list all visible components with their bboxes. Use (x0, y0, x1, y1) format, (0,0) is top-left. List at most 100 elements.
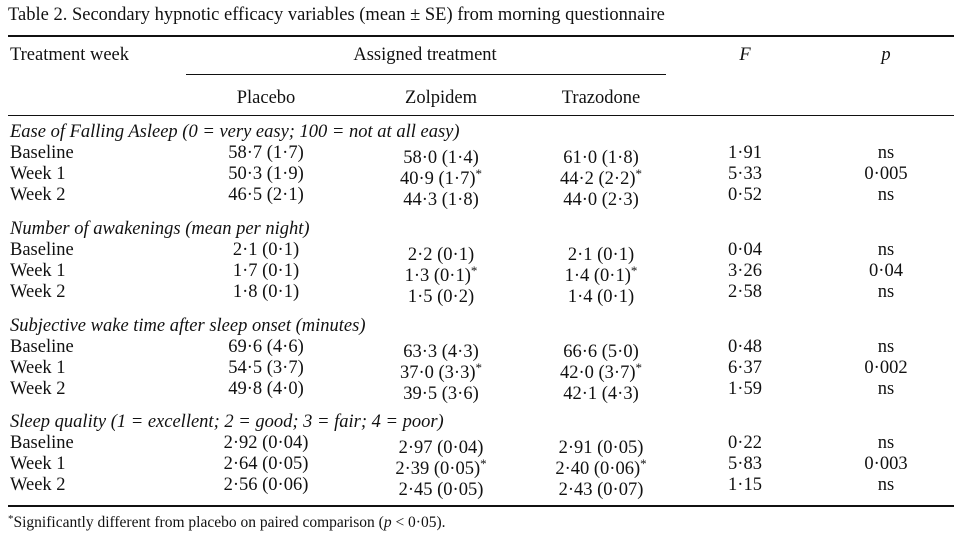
row-week-label: Baseline (10, 337, 74, 357)
cell-zolpidem-value: 1·5 (0·2) (407, 287, 475, 307)
cell-zolpidem-value: 44·3 (1·8) (403, 190, 479, 210)
header-placebo: Placebo (236, 88, 296, 108)
cell-f: 6·37 (728, 358, 762, 378)
row-week-label: Week 1 (10, 261, 66, 281)
row-week-label: Week 2 (10, 282, 66, 302)
cell-zolpidem-value: 40·9 (1·7) (399, 169, 476, 189)
cell-p: ns (877, 337, 895, 357)
cell-trazodone-value: 1·4 (0·1) (567, 287, 635, 307)
cell-zolpidem: 39·5 (3·6) (403, 378, 479, 405)
cell-trazodone-value: 61·0 (1·8) (563, 148, 639, 168)
cell-f: 0·48 (728, 337, 762, 357)
cell-trazodone-value: 44·0 (2·3) (563, 190, 639, 210)
significance-mark: * (630, 263, 638, 278)
cell-trazodone-value: 66·6 (5·0) (563, 342, 639, 362)
cell-placebo: 50·3 (1·9) (228, 164, 304, 184)
cell-trazodone: 2·43 (0·07) (559, 474, 644, 501)
cell-p: 0·003 (864, 454, 908, 474)
cell-placebo: 69·6 (4·6) (228, 337, 304, 357)
footnote-text-end: < 0·05). (391, 514, 446, 531)
cell-f: 1·15 (728, 475, 762, 495)
cell-placebo: 49·8 (4·0) (228, 379, 304, 399)
cell-trazodone-value: 42·1 (4·3) (563, 384, 639, 404)
footnote-text: Significantly different from placebo on … (13, 514, 384, 531)
cell-p: ns (877, 475, 895, 495)
row-week-label: Week 1 (10, 454, 66, 474)
top-rule (8, 35, 954, 37)
cell-trazodone: 2·1 (0·1) (568, 239, 634, 266)
cell-placebo: 2·1 (0·1) (232, 240, 300, 260)
table-caption: Table 2. Secondary hypnotic efficacy var… (8, 5, 665, 25)
section-title: Ease of Falling Asleep (0 = very easy; 1… (10, 122, 460, 142)
cell-trazodone: 44·2 (2·2)* (560, 163, 642, 190)
cell-f: 5·83 (728, 454, 762, 474)
cell-zolpidem: 1·3 (0·1)* (405, 260, 478, 287)
cell-p: ns (877, 433, 895, 453)
cell-trazodone: 42·1 (4·3) (563, 378, 639, 405)
row-week-label: Week 2 (10, 475, 66, 495)
cell-f: 3·26 (728, 261, 762, 281)
section-title: Sleep quality (1 = excellent; 2 = good; … (10, 412, 444, 432)
cell-placebo: 58·7 (1·7) (228, 143, 304, 163)
footnote: *Significantly different from placebo on… (8, 513, 446, 532)
cell-trazodone-value: 2·40 (0·06) (555, 459, 641, 479)
header-treatment-week: Treatment week (10, 45, 130, 65)
cell-zolpidem: 2·2 (0·1) (408, 239, 474, 266)
significance-mark: * (470, 263, 478, 278)
cell-p: ns (877, 282, 895, 302)
cell-zolpidem: 2·39 (0·05)* (395, 453, 486, 480)
header-trazodone: Trazodone (561, 88, 641, 108)
cell-trazodone: 66·6 (5·0) (563, 336, 639, 363)
header-p: p (881, 45, 891, 65)
cell-p: ns (877, 185, 895, 205)
cell-placebo: 2·64 (0·05) (223, 454, 309, 474)
cell-zolpidem-value: 37·0 (3·3) (399, 363, 476, 383)
cell-zolpidem: 1·5 (0·2) (408, 281, 474, 308)
cell-placebo: 54·5 (3·7) (228, 358, 304, 378)
cell-zolpidem-value: 1·3 (0·1) (404, 266, 471, 286)
cell-trazodone: 42·0 (3·7)* (560, 357, 642, 384)
cell-trazodone: 61·0 (1·8) (563, 142, 639, 169)
cell-f: 2·58 (728, 282, 762, 302)
row-week-label: Baseline (10, 433, 74, 453)
section-title: Number of awakenings (mean per night) (10, 219, 310, 239)
cell-p: 0·04 (869, 261, 903, 281)
header-f: F (739, 45, 751, 65)
cell-placebo: 2·56 (0·06) (223, 475, 309, 495)
cell-p: ns (877, 240, 895, 260)
cell-p: 0·002 (864, 358, 908, 378)
cell-zolpidem-value: 58·0 (1·4) (403, 148, 479, 168)
row-week-label: Week 1 (10, 358, 66, 378)
cell-trazodone-value: 2·91 (0·05) (558, 438, 644, 458)
cell-zolpidem-value: 39·5 (3·6) (403, 384, 479, 404)
cell-zolpidem: 40·9 (1·7)* (400, 163, 482, 190)
row-week-label: Week 2 (10, 379, 66, 399)
cell-zolpidem: 37·0 (3·3)* (400, 357, 482, 384)
row-week-label: Week 1 (10, 164, 66, 184)
cell-p: ns (877, 379, 895, 399)
cell-trazodone: 1·4 (0·1)* (565, 260, 638, 287)
row-week-label: Week 2 (10, 185, 66, 205)
cell-trazodone: 1·4 (0·1) (568, 281, 634, 308)
assigned-treatment-rule (186, 74, 666, 75)
cell-placebo: 46·5 (2·1) (228, 185, 304, 205)
significance-mark: * (635, 166, 643, 181)
cell-f: 1·59 (728, 379, 762, 399)
significance-mark: * (475, 360, 483, 375)
row-week-label: Baseline (10, 240, 74, 260)
cell-f: 0·04 (728, 240, 762, 260)
cell-trazodone: 2·40 (0·06)* (555, 453, 646, 480)
cell-zolpidem: 58·0 (1·4) (403, 142, 479, 169)
bottom-rule (8, 505, 954, 507)
cell-f: 5·33 (728, 164, 762, 184)
significance-mark: * (475, 166, 483, 181)
cell-zolpidem: 2·45 (0·05) (399, 474, 484, 501)
cell-f: 0·52 (728, 185, 762, 205)
cell-p: ns (877, 143, 895, 163)
cell-zolpidem-value: 63·3 (4·3) (403, 342, 479, 362)
header-bottom-rule (8, 115, 954, 116)
cell-zolpidem: 2·97 (0·04) (399, 432, 484, 459)
cell-trazodone-value: 44·2 (2·2) (559, 169, 636, 189)
cell-zolpidem-value: 2·97 (0·04) (398, 438, 484, 458)
cell-placebo: 1·7 (0·1) (232, 261, 300, 281)
